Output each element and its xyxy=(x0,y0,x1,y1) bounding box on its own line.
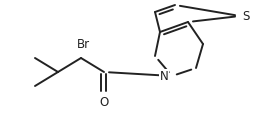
Text: S: S xyxy=(242,10,250,22)
Text: Br: Br xyxy=(76,37,90,51)
Text: N: N xyxy=(160,70,168,82)
Text: O: O xyxy=(99,96,109,110)
